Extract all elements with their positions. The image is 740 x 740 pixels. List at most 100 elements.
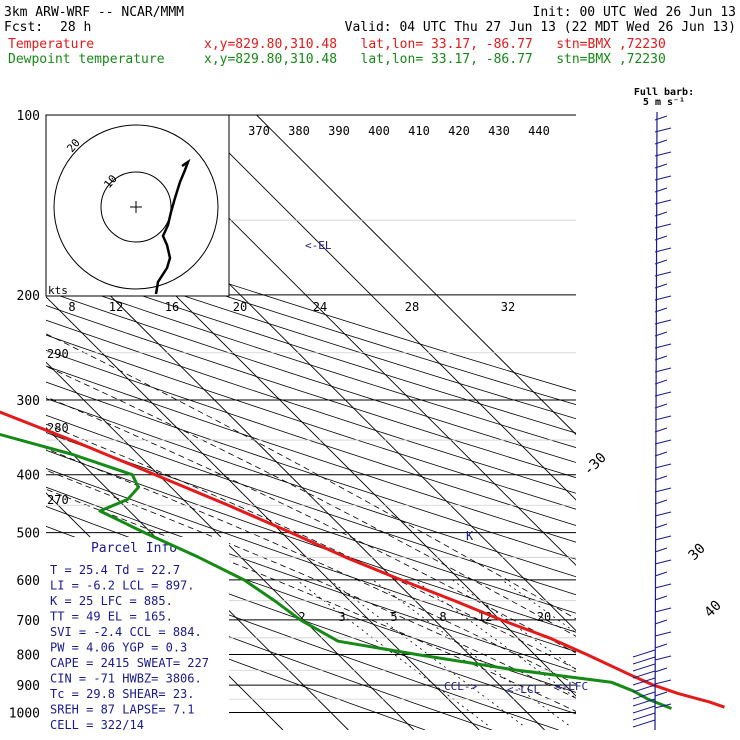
wind-barb-lower [632, 698, 656, 707]
wind-barb [654, 343, 672, 349]
wind-barb [654, 463, 672, 469]
valid-time: Valid: 04 UTC Thu 27 Jun 13 (22 MDT Wed … [345, 20, 736, 35]
wind-barb-lower [632, 712, 656, 721]
wind-barb-lower [632, 670, 656, 679]
dry-adiabat-line [46, 249, 576, 420]
wind-barb [654, 535, 672, 541]
wind-barb [654, 163, 668, 169]
theta-left-label: 270 [47, 493, 69, 507]
wind-barb [654, 667, 668, 673]
dry-adiabat-line [46, 449, 576, 633]
wind-barb [654, 283, 668, 289]
wind-barb [654, 655, 672, 661]
wind-barb [654, 307, 668, 313]
el-label: <-EL [305, 239, 332, 252]
wind-barb-lower [632, 649, 656, 658]
parcel-info-row: LI = -6.2 LCL = 897. [50, 579, 195, 593]
isotherm-line [46, 296, 480, 730]
wind-barb [654, 259, 668, 265]
dewpoint-legend: Dewpoint temperature [8, 52, 165, 67]
wind-barb-lower [632, 691, 656, 700]
wind-barb [654, 571, 668, 577]
wind-profile-staff [654, 111, 658, 731]
wind-barb [654, 607, 672, 613]
wind-barb [654, 691, 668, 697]
wind-barb [654, 631, 672, 637]
ccl-label: CCL-> [444, 680, 477, 693]
wind-speed-label: 24 [313, 300, 327, 314]
wind-barb-title: Full barb: [634, 87, 694, 98]
moist-adiabat-line [46, 488, 576, 712]
mixing-ratio-label: 5 [390, 610, 397, 624]
theta-label: 400 [368, 124, 390, 138]
wind-barb-lower [632, 705, 656, 714]
temperature-profile-line [0, 410, 725, 709]
wind-barb [654, 367, 672, 373]
mixing-ratio-line [296, 579, 488, 726]
wind-barb [654, 487, 672, 493]
mixing-ratio-line [452, 579, 576, 671]
theta-label: 420 [448, 124, 470, 138]
pressure-tick-label: 400 [17, 469, 40, 484]
wind-barb [654, 679, 672, 685]
wind-barb [654, 439, 672, 445]
theta-label: 390 [328, 124, 350, 138]
pressure-tick-label: 200 [17, 289, 40, 304]
dry-adiabat-line [46, 236, 576, 406]
pressure-tick-label: 700 [17, 614, 40, 629]
mixing-ratio-label: 3 [338, 610, 345, 624]
wind-barb [654, 619, 668, 625]
parcel-info-row: CELL = 322/14 [50, 718, 144, 732]
isotherm-line [190, 115, 576, 501]
hodograph-trace [154, 158, 191, 295]
wind-barb [654, 199, 672, 205]
dry-adiabat-line [46, 398, 576, 578]
theta-label: 430 [488, 124, 510, 138]
hodograph-frame [45, 114, 230, 297]
dry-adiabat-line [46, 290, 576, 463]
level-annotations: <-EL CCL-> <-LCL <-LFC K [305, 239, 588, 696]
theta-left-label: 290 [47, 347, 69, 361]
pressure-tick-label: 600 [17, 574, 40, 589]
parcel-info-panel: Parcel Info T = 25.4 Td = 22.7 LI = -6.2 L… [46, 537, 229, 732]
wind-barb [654, 559, 672, 565]
mixing-ratio-line [501, 579, 576, 634]
parcel-panel-bg [46, 537, 229, 730]
wind-barb-lower [632, 677, 656, 686]
dry-adiabat-line [46, 414, 576, 596]
wind-speed-label: 16 [165, 300, 179, 314]
dry-adiabat-line [46, 263, 576, 434]
wind-barb [654, 295, 672, 301]
dewpoint-location-info: x,y=829.80,310.48 lat,lon= 33.17, -86.77… [204, 52, 666, 67]
wind-barb [654, 451, 668, 457]
hodograph-units: kts [48, 284, 68, 297]
temperature-tick-label: 40 [702, 598, 725, 621]
wind-barb [654, 175, 672, 181]
pressure-tick-label: 1000 [9, 706, 40, 721]
wind-barb [654, 643, 668, 649]
isotherm-line [0, 115, 21, 730]
wind-barb [654, 127, 672, 133]
lfc-label: <-LFC [555, 680, 588, 693]
wind-barb [654, 247, 672, 253]
wind-speed-label: 8 [68, 300, 75, 314]
model-title: 3km ARW-WRF -- NCAR/MMM [4, 5, 184, 20]
mixing-ratio-label: 8 [439, 610, 446, 624]
pressure-tick-label: 100 [17, 109, 40, 124]
wind-barb [654, 703, 672, 709]
dewpoint-profile-line [0, 432, 673, 710]
wind-barb [654, 187, 668, 193]
dry-adiabat-line [46, 276, 576, 448]
wind-barb [654, 319, 672, 325]
wind-barb-units: 5 m s⁻¹ [643, 97, 685, 108]
dry-adiabat-line [46, 589, 426, 730]
pressure-tick-label: 500 [17, 527, 40, 542]
parcel-marker: K [466, 529, 474, 543]
mixing-ratio-label: 2 [298, 610, 305, 624]
wind-barb [654, 595, 668, 601]
moist-adiabat-line [46, 423, 576, 670]
dry-adiabat-line [46, 223, 576, 392]
wind-speed-label: 12 [109, 300, 123, 314]
